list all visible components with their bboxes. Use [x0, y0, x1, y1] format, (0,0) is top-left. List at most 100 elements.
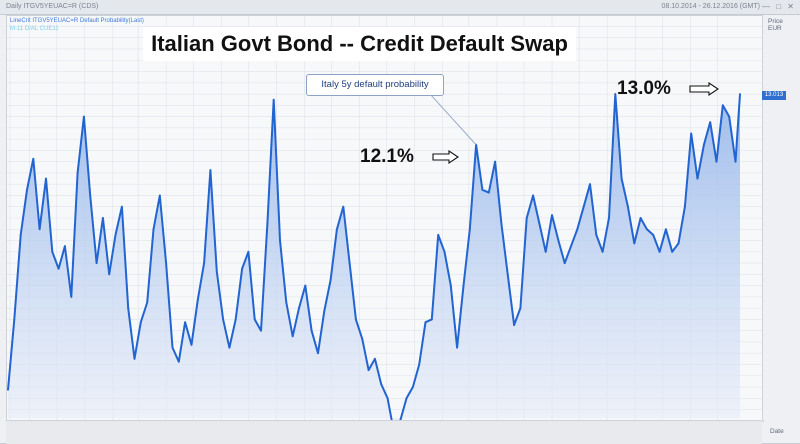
- data-point: [101, 217, 104, 219]
- data-point: [7, 388, 9, 391]
- data-point: [272, 98, 275, 101]
- data-point: [380, 383, 383, 386]
- annotation-arrow: [689, 81, 719, 97]
- data-point: [601, 250, 604, 253]
- data-point: [76, 172, 79, 174]
- data-point: [386, 397, 389, 400]
- data-point: [430, 318, 433, 321]
- data-point: [152, 228, 155, 231]
- data-point: [83, 115, 85, 118]
- annotation-arrow: [432, 149, 459, 165]
- y-axis: [762, 15, 800, 420]
- data-point: [70, 295, 73, 298]
- data-point: [89, 194, 92, 197]
- data-point: [525, 217, 528, 219]
- data-point: [494, 160, 496, 163]
- data-point: [342, 205, 345, 208]
- data-point: [329, 279, 332, 281]
- data-point: [627, 205, 629, 208]
- data-point: [215, 270, 218, 273]
- data-point: [608, 217, 610, 219]
- data-point: [544, 250, 547, 253]
- data-point: [310, 329, 313, 332]
- data-point: [57, 267, 60, 270]
- data-point: [304, 284, 307, 287]
- data-point: [683, 205, 686, 208]
- data-point: [45, 177, 47, 180]
- data-point: [361, 338, 364, 341]
- data-point: [367, 369, 370, 372]
- data-point: [139, 321, 142, 324]
- data-point: [652, 234, 655, 236]
- data-point: [190, 343, 193, 346]
- data-point: [317, 352, 319, 355]
- data-point: [222, 318, 224, 321]
- data-point: [177, 360, 180, 363]
- data-point: [38, 228, 41, 231]
- data-point: [348, 262, 351, 264]
- legend-series: LineCrit ITGV5YEUAC=R Default Probabilit…: [10, 18, 144, 24]
- data-point: [739, 93, 741, 95]
- data-point: [570, 245, 572, 248]
- data-point: [589, 183, 591, 186]
- x-axis: [6, 420, 762, 444]
- data-point: [374, 357, 376, 360]
- data-point: [500, 222, 503, 225]
- data-point: [506, 273, 509, 276]
- data-point: [671, 250, 674, 253]
- data-point: [664, 228, 667, 231]
- data-point: [158, 194, 161, 197]
- data-point: [677, 242, 680, 245]
- data-point: [171, 346, 174, 349]
- date-range: 08.10.2014 - 26.12.2016 (GMT): [661, 3, 760, 10]
- series-area: [8, 94, 740, 433]
- data-point: [228, 346, 231, 349]
- chart-title: Italian Govt Bond -- Credit Default Swap: [143, 27, 576, 61]
- data-point: [355, 318, 357, 321]
- data-point: [728, 115, 731, 118]
- data-point: [513, 324, 515, 326]
- window-controls[interactable]: — □ ✕: [762, 2, 796, 11]
- data-point: [424, 321, 427, 324]
- data-point: [209, 169, 212, 172]
- data-point: [336, 228, 338, 231]
- data-point: [456, 346, 459, 349]
- data-point: [563, 262, 566, 264]
- data-point: [595, 234, 598, 236]
- data-point: [462, 284, 465, 287]
- data-point: [51, 250, 54, 253]
- data-point: [418, 363, 421, 366]
- data-point: [532, 194, 534, 197]
- data-point: [108, 273, 111, 276]
- data-point: [443, 250, 446, 253]
- data-point: [405, 397, 408, 400]
- data-point: [639, 217, 642, 219]
- data-point: [184, 321, 187, 324]
- data-point: [120, 205, 123, 208]
- data-point: [633, 242, 636, 245]
- data-point: [646, 228, 648, 231]
- last-value-tag: 13.013: [762, 91, 786, 100]
- data-point: [146, 301, 149, 304]
- data-point: [323, 310, 326, 312]
- data-point: [247, 250, 250, 253]
- data-point: [241, 267, 243, 270]
- data-point: [32, 157, 35, 160]
- data-point: [253, 318, 256, 321]
- data-point: [551, 214, 553, 217]
- data-point: [64, 245, 66, 248]
- data-point: [721, 104, 724, 107]
- data-point: [468, 228, 471, 231]
- series-callout: Italy 5y default probability: [306, 74, 444, 96]
- data-point: [487, 191, 490, 194]
- data-point: [291, 335, 294, 338]
- annotation-12-1: 12.1%: [360, 146, 414, 167]
- data-point: [690, 132, 693, 135]
- data-point: [449, 284, 452, 287]
- legend-study: M-11 D/AL CUE11: [10, 26, 59, 32]
- y-axis-unit: Price EUR: [768, 18, 783, 32]
- data-point: [234, 318, 237, 321]
- data-point: [481, 188, 484, 191]
